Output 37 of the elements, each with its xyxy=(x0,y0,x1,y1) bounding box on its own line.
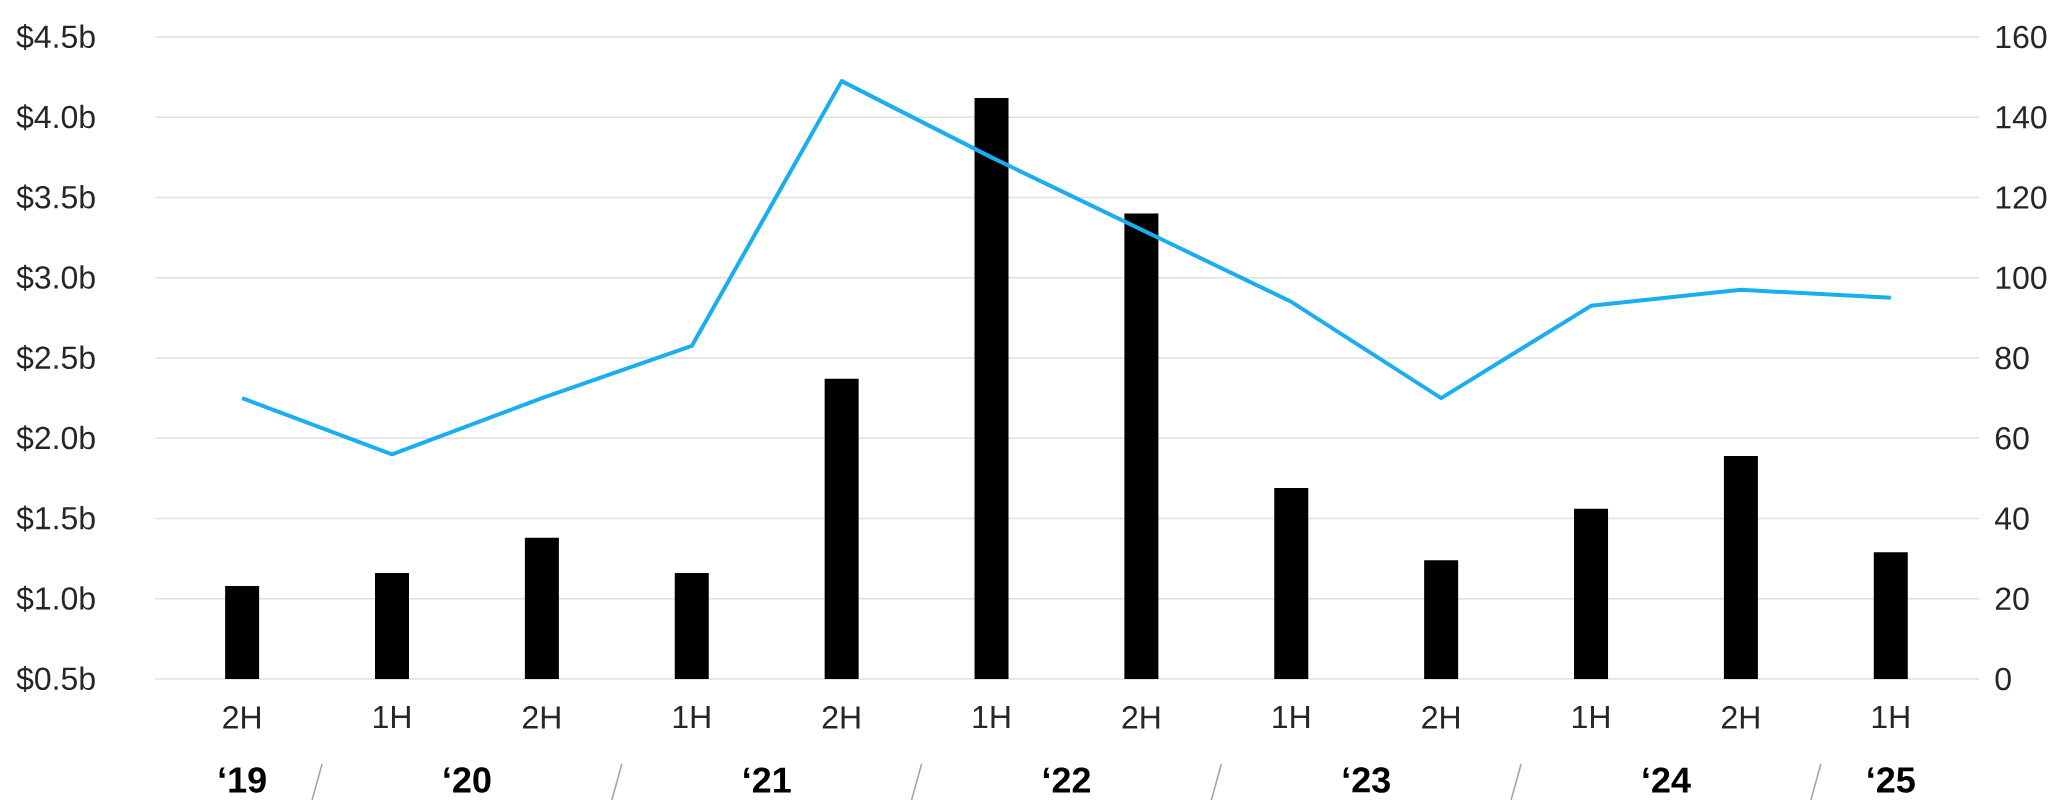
y2-tick-label: 160 xyxy=(1996,25,2047,49)
x-tick-label: 1H xyxy=(973,706,1010,729)
x-tick-label: 1H xyxy=(1273,706,1310,729)
y-tick-label: $0.5b xyxy=(16,666,95,692)
y2-tick-label: 120 xyxy=(1996,186,2047,209)
text: ‘21 xyxy=(744,767,791,793)
y2-tick-label: 60 xyxy=(1995,426,2029,450)
y-tick-label: $4.5b xyxy=(16,24,95,50)
y-tick-label: $3.5b xyxy=(16,184,95,211)
x-tick-label: 1H xyxy=(1573,706,1609,729)
text: ‘19 xyxy=(219,767,266,793)
x-tick-label: 1H xyxy=(1872,706,1909,729)
y2-tick-label: 140 xyxy=(1996,105,2047,129)
y-tick-label: $1.5b xyxy=(16,505,95,532)
text: ‘25 xyxy=(1868,767,1915,793)
text: ‘22 xyxy=(1043,767,1091,793)
x-tick-label: 2H xyxy=(822,706,860,729)
text: ‘20 xyxy=(444,767,491,793)
y-tick-label: $3.0b xyxy=(16,264,95,291)
x-tick-label: 2H xyxy=(1722,706,1759,729)
y-tick-label: $2.0b xyxy=(16,425,95,452)
text: ‘23 xyxy=(1343,767,1390,793)
y-tick-label: $1.0b xyxy=(16,585,95,612)
x-tick-label: 2H xyxy=(523,706,560,729)
x-tick-label: 2H xyxy=(1422,706,1459,729)
text: ‘24 xyxy=(1643,767,1691,793)
y2-tick-label: 0 xyxy=(1995,667,2011,691)
x-tick-label: 1H xyxy=(673,706,710,729)
y2-tick-label: 40 xyxy=(1995,507,2029,530)
y-tick-label: $2.5b xyxy=(16,345,95,371)
y2-tick-label: 100 xyxy=(1996,266,2047,290)
y2-tick-label: 20 xyxy=(1995,587,2029,611)
y-tick-label: $4.0b xyxy=(16,104,95,131)
x-tick-label: 1H xyxy=(374,706,410,729)
x-tick-label: 2H xyxy=(1122,706,1160,729)
y2-tick-label: 80 xyxy=(1995,346,2029,370)
x-tick-label: 2H xyxy=(223,706,260,729)
